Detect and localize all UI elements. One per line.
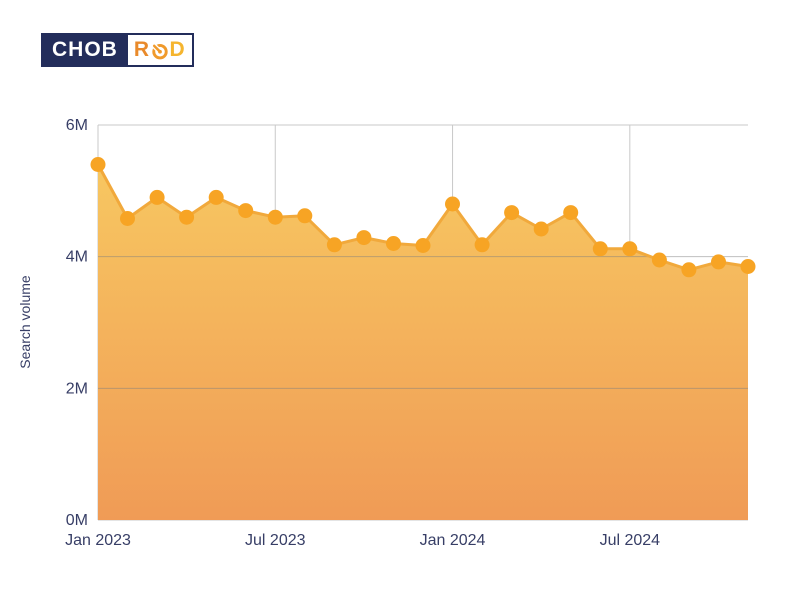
data-point-marker [415,238,431,253]
data-point-marker [149,189,165,205]
axis-labels: 6M 4M 2M 0M Jan 2023 Jul 2023 Jan 2024 Jul 2024… [17,117,660,549]
data-point-marker [120,211,135,226]
x-tick-label: Jan 2023 [65,532,131,549]
data-point-marker [740,259,756,274]
data-point-marker [238,203,254,219]
data-point-marker [208,189,224,205]
data-points [90,157,756,278]
area-fill-shape [98,164,748,520]
logo: CHOB R D [41,33,195,67]
gridlines-over [98,124,748,389]
data-point-marker [563,205,579,221]
data-point-marker [356,230,372,246]
data-point-marker [386,236,401,251]
logo-brand-right: R D [127,35,193,65]
x-tick-label: Jul 2024 [600,532,661,549]
logo-r-text: R [133,38,150,61]
data-point-marker [651,252,667,268]
gauge-o-icon [150,42,168,59]
data-point-marker [711,254,726,270]
y-tick-label: 2M [66,380,88,397]
y-axis-title: Search volume [17,275,33,369]
logo-brand-left: CHOB [43,35,128,65]
data-point-marker [504,205,520,221]
data-point-marker [179,209,195,225]
x-tick-label: Jul 2023 [245,532,306,549]
y-tick-label: 0M [66,512,88,529]
data-point-marker [681,262,697,278]
y-tick-label: 4M [66,249,88,266]
data-point-marker [474,237,490,253]
data-point-marker [445,196,460,212]
data-point-marker [326,237,342,253]
y-tick-label: 6M [66,117,88,134]
area-fill [98,164,748,520]
data-point-marker [533,221,549,237]
data-point-marker [90,157,106,172]
logo-d-text: D [169,38,186,61]
data-point-marker [592,241,608,257]
x-tick-label: Jan 2024 [420,532,486,549]
logo-chob-text: CHOB [52,38,118,61]
data-point-marker [622,241,638,257]
data-point-marker [267,209,283,225]
data-point-marker [297,208,313,224]
